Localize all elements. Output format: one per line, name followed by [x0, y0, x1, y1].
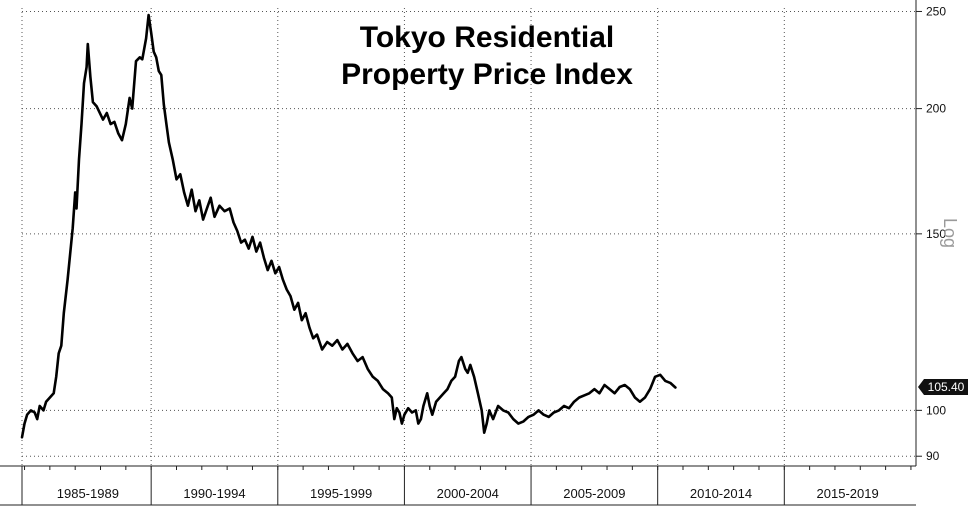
period-label: 2015-2019	[817, 486, 879, 501]
last-value-tag: 105.40	[918, 379, 968, 395]
period-label: 2005-2009	[563, 486, 625, 501]
period-label: 1985-1989	[57, 486, 119, 501]
y-tick-label: 200	[926, 102, 946, 116]
y-tick-label: 250	[926, 4, 946, 18]
period-label: 2010-2014	[690, 486, 752, 501]
chart-title: Tokyo Residential Property Price Index	[341, 21, 633, 91]
last-value-badge	[918, 379, 968, 395]
period-label: 2000-2004	[437, 486, 499, 501]
y-tick-label: 100	[926, 403, 946, 417]
period-label: 1995-1999	[310, 486, 372, 501]
axis-layer: 90 100 150 200 250 1985-1989 1990-1994 1995-199…	[0, 0, 946, 506]
series-layer	[20, 13, 677, 439]
grid-layer	[21, 8, 916, 466]
y-tick-label: 150	[926, 227, 946, 241]
y-tick-label: 90	[926, 449, 940, 463]
log-scale-label: Log	[940, 218, 960, 248]
price-index-line	[20, 13, 677, 439]
period-label: 1990-1994	[183, 486, 245, 501]
chart-title-line-1: Tokyo Residential	[360, 21, 615, 54]
chart-title-line-2: Property Price Index	[341, 58, 633, 91]
last-value-label: 105.40	[928, 380, 965, 394]
